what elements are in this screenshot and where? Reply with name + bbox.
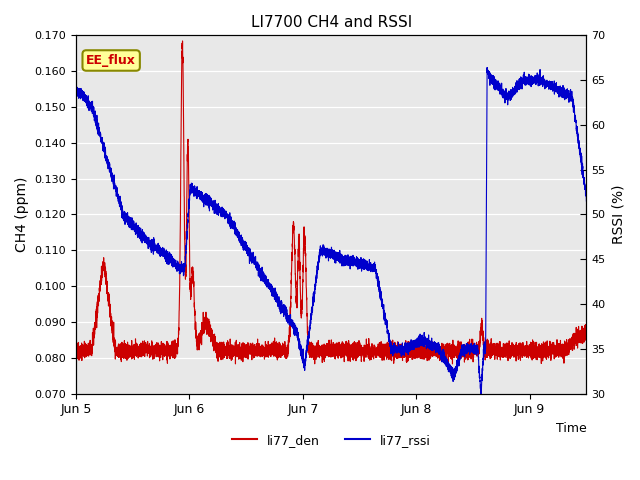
Text: EE_flux: EE_flux: [86, 54, 136, 67]
Y-axis label: RSSI (%): RSSI (%): [611, 185, 625, 244]
Y-axis label: CH4 (ppm): CH4 (ppm): [15, 177, 29, 252]
Title: LI7700 CH4 and RSSI: LI7700 CH4 and RSSI: [251, 15, 412, 30]
Legend: li77_den, li77_rssi: li77_den, li77_rssi: [227, 429, 436, 452]
X-axis label: Time: Time: [556, 422, 586, 435]
